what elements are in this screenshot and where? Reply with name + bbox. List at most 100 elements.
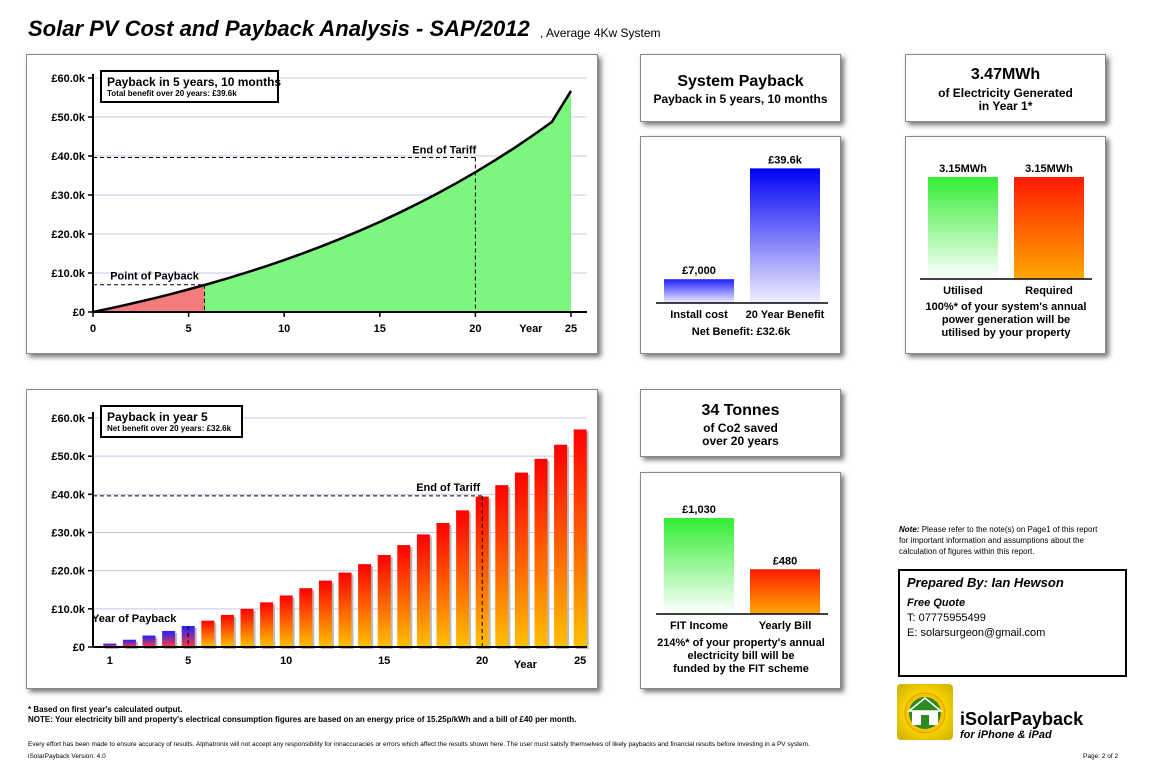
bar-category-label: 20 Year Benefit [746, 309, 825, 321]
footnote-1: * Based on first year's calculated outpu… [28, 705, 183, 714]
electricity-generated-card: 3.47MWh of Electricity Generated in Year… [905, 54, 1106, 122]
info-title: Payback in year 5 [107, 410, 208, 424]
year-bar [358, 564, 372, 647]
x-tick-label: 10 [280, 655, 292, 667]
prepared-by-box: Prepared By: Ian Hewson Free Quote T: 07… [898, 569, 1127, 677]
year-bar [514, 472, 528, 647]
bar [664, 518, 734, 614]
year-bar [201, 620, 215, 647]
x-axis-label: Year [519, 323, 543, 335]
page-title: Solar PV Cost and Payback Analysis - SAP… [28, 16, 530, 41]
solar-house-icon [904, 692, 946, 734]
chart-footer-line: power generation will be [942, 314, 1070, 326]
y-tick-label: £40.0k [51, 489, 86, 501]
year-bar [240, 608, 254, 647]
y-tick-label: £0 [73, 307, 85, 319]
electricity-generated-label-1: of Electricity Generated [938, 86, 1073, 100]
bar-value-label: £39.6k [768, 154, 803, 166]
year-bar [103, 643, 117, 647]
footnote-2: NOTE: Your electricity bill and property… [28, 715, 577, 724]
bar [750, 168, 820, 303]
cumulative-benefit-chart: £0 £10.0k £20.0k £30.0k £40.0k £50.0k £60.0k Po… [51, 73, 587, 335]
x-tick-label: 1 [107, 655, 113, 667]
version-label: iSolarPayback Version: 4.0 [28, 753, 106, 760]
brand-name: iSolarPayback [960, 709, 1084, 729]
year-bar [554, 444, 568, 647]
y-tick-label: £60.0k [51, 413, 86, 425]
chart-footer-line: funded by the FIT scheme [673, 663, 809, 675]
year-bar [318, 580, 332, 647]
electricity-generated-value: 3.47MWh [970, 66, 1041, 83]
yearly-benefit-card: £0 £10.0k £20.0k £30.0k £40.0k £50.0k £60.0k En… [26, 389, 598, 689]
bar [928, 177, 998, 279]
install-vs-benefit-card: £7,000 Install cost £39.6k 20 Year Benefit N… [640, 136, 841, 354]
y-tick-label: £50.0k [51, 112, 86, 124]
chart-info-box: Payback in 5 years, 10 months Total bene… [100, 70, 282, 103]
brand-logo [897, 684, 953, 740]
page-number: Page: 2 of 2 [1083, 753, 1119, 760]
disclaimer: Every effort has been made to ensure acc… [28, 741, 810, 748]
bar-category-label: Install cost [670, 309, 728, 321]
yearly-benefit-chart: £0 £10.0k £20.0k £30.0k £40.0k £50.0k £60.0k En… [51, 412, 589, 671]
year-bar [436, 522, 450, 647]
year-bar [142, 635, 156, 647]
bar-category-label: Required [1025, 285, 1073, 297]
chart-footer-line: 100%* of your system's annual [926, 301, 1087, 313]
year-bar [573, 429, 587, 647]
bar-value-label: £1,030 [682, 504, 716, 516]
install-vs-benefit-chart: £7,000 Install cost £39.6k 20 Year Benefit N… [656, 154, 828, 338]
phone-number: T: 07775955499 [907, 612, 986, 624]
x-tick-label: 0 [90, 323, 96, 335]
bar-category-label: Utilised [943, 285, 983, 297]
note-block: Note: Please refer to the note(s) on Pag… [899, 524, 1129, 557]
electricity-generated-label-2: in Year 1* [978, 99, 1033, 113]
y-tick-label: £20.0k [51, 566, 86, 578]
chart-info-box: Payback in year 5 Net benefit over 20 ye… [100, 405, 243, 438]
year-bar [416, 534, 430, 647]
note-label: Note: [899, 525, 920, 534]
year-bar [377, 555, 391, 647]
chart-footer-line: electricity bill will be [688, 650, 795, 662]
x-tick-label: 15 [378, 655, 390, 667]
cumulative-line [92, 90, 573, 314]
year-bar [456, 510, 470, 647]
email-address: E: solarsurgeon@gmail.com [907, 627, 1046, 639]
year-bar [475, 496, 489, 647]
info-subtitle: Net benefit over 20 years: £32.6k [107, 424, 232, 433]
x-tick-label: 5 [185, 655, 191, 667]
year-bar [534, 458, 548, 647]
co2-saved-card: 34 Tonnes of Co2 saved over 20 years [640, 389, 841, 457]
bar-value-label: 3.15MWh [939, 163, 987, 175]
x-tick-label: 20 [476, 655, 488, 667]
y-tick-label: £40.0k [51, 151, 86, 163]
info-title: Payback in 5 years, 10 months [107, 75, 282, 89]
y-tick-label: £30.0k [51, 190, 86, 202]
tariff-annotation: End of Tariff [412, 145, 476, 157]
year-bar [495, 485, 509, 647]
payback-annotation: Point of Payback [110, 271, 200, 283]
bar-category-label: FIT Income [670, 620, 728, 632]
tariff-annotation: End of Tariff [416, 482, 480, 494]
co2-saved-value: 34 Tonnes [701, 402, 780, 419]
chart-footer-line: Net Benefit: £32.6k [692, 326, 791, 338]
y-tick-label: £20.0k [51, 229, 86, 241]
brand-tagline: for iPhone & iPad [960, 729, 1052, 741]
payback-annotation: Year of Payback [92, 613, 177, 625]
system-payback-card: System Payback Payback in 5 years, 10 mo… [640, 54, 841, 122]
note-line-3: calculation of figures within this repor… [899, 547, 1035, 556]
bar-value-label: £480 [773, 555, 797, 567]
cumulative-benefit-card: £0 £10.0k £20.0k £30.0k £40.0k £50.0k £60.0k Po… [26, 54, 598, 354]
co2-saved-label-2: over 20 years [702, 434, 779, 448]
system-payback-title: System Payback [677, 73, 804, 90]
y-tick-label: £60.0k [51, 73, 86, 85]
y-tick-label: £0 [73, 642, 85, 654]
bar [664, 279, 734, 303]
fit-vs-bill-chart: £1,030 FIT Income £480 Yearly Bill 214%* of … [656, 504, 828, 675]
note-line-1: Please refer to the note(s) on Page1 of … [921, 525, 1098, 534]
bar-value-label: £7,000 [682, 265, 716, 277]
year-bar [162, 630, 176, 647]
utilisation-chart: 3.15MWh Utilised 3.15MWh Required 100%* of y… [920, 163, 1092, 339]
x-tick-label: 10 [278, 323, 290, 335]
page-subtitle: , Average 4Kw System [540, 26, 661, 40]
bar-value-label: 3.15MWh [1025, 163, 1073, 175]
